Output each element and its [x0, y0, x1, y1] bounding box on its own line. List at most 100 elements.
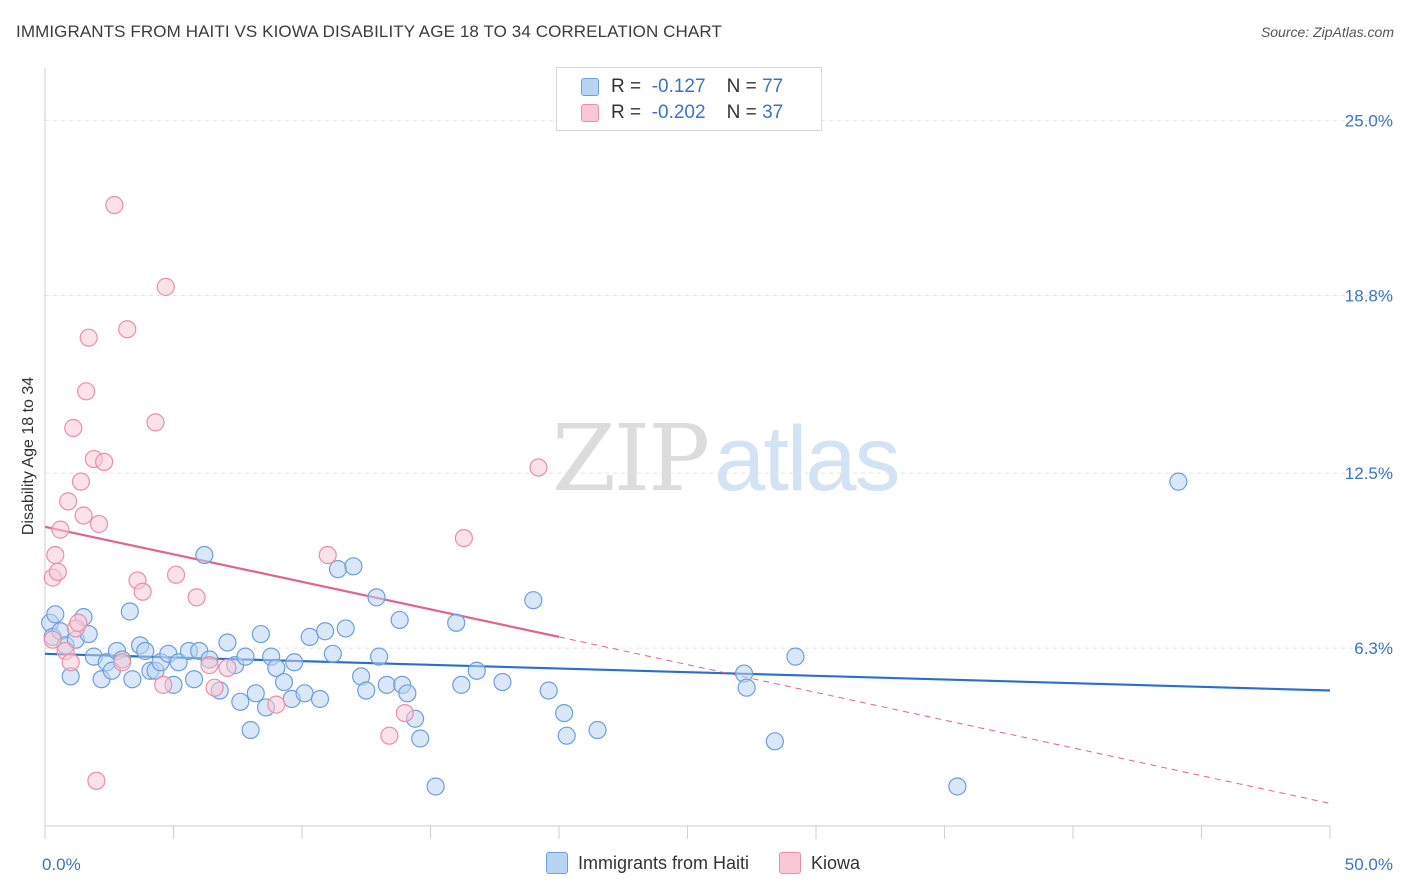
kiowa-point: [74, 506, 93, 525]
haiti-point: [300, 627, 319, 646]
kiowa-point: [166, 565, 186, 584]
haiti-point: [377, 675, 396, 694]
kiowa-point: [61, 653, 80, 672]
haiti-point: [467, 661, 486, 680]
haiti-point: [398, 684, 417, 703]
haiti-point: [452, 675, 471, 694]
kiowa-point: [146, 413, 165, 432]
watermark: ZIPatlas: [552, 405, 901, 512]
haiti-point: [426, 777, 445, 796]
haiti-point: [336, 619, 355, 638]
haiti-point: [316, 622, 335, 641]
haiti-point: [555, 703, 574, 723]
haiti-point: [367, 588, 386, 607]
kiowa-point: [48, 562, 67, 582]
haiti-point: [274, 672, 294, 692]
source-credit: Source: ZipAtlas.com: [1260, 24, 1394, 40]
series-swatch-haiti: [546, 852, 568, 874]
trend-layer: [44, 525, 1331, 804]
kiowa-point: [454, 528, 474, 548]
kiowa-point: [118, 320, 137, 339]
haiti-point: [120, 602, 139, 621]
kiowa-point: [87, 771, 106, 790]
haiti-point: [370, 647, 389, 666]
kiowa-point: [89, 514, 109, 534]
haiti-point: [588, 720, 607, 740]
haiti-point: [231, 692, 250, 711]
kiowa-trendline: [44, 525, 560, 638]
kiowa-point: [154, 675, 173, 694]
kiowa-point: [105, 195, 124, 215]
legend-swatch-haiti: [581, 78, 599, 96]
legend-n-label: N =: [726, 76, 757, 97]
haiti-point: [557, 726, 576, 745]
haiti-point: [344, 557, 363, 576]
kiowa-point: [133, 582, 152, 601]
legend-n-label: N =: [726, 102, 757, 123]
haiti-point: [251, 624, 270, 644]
haiti-point: [267, 658, 286, 678]
kiowa-point: [205, 678, 224, 697]
kiowa-point: [529, 458, 548, 477]
y-axis-label: Disability Age 18 to 34: [20, 377, 37, 535]
kiowa-point: [64, 418, 83, 438]
kiowa-point: [156, 277, 175, 296]
kiowa-point: [318, 545, 337, 565]
x-tick-label: 0.0%: [42, 855, 81, 874]
haiti-point: [295, 684, 314, 703]
watermark-atlas: atlas: [714, 408, 900, 510]
haiti-point: [948, 777, 967, 796]
haiti-point: [218, 633, 237, 652]
haiti-point: [195, 545, 214, 565]
legend-r-value: -0.127: [651, 76, 706, 97]
haiti-point: [447, 613, 466, 632]
kiowa-point: [395, 703, 414, 723]
series-legend-haiti[interactable]: Immigrants from Haiti: [546, 852, 749, 874]
series-legend-kiowa[interactable]: Kiowa: [779, 852, 860, 874]
legend-row-kiowa: R = -0.202 N = 37: [581, 101, 783, 125]
haiti-point: [46, 605, 65, 624]
legend-n-value: 77: [762, 76, 784, 97]
points-layer: [41, 195, 1188, 796]
label-layer: 6.3% 12.5% 18.8% 25.0% 0.0% 50.0% Disability A…: [20, 111, 1393, 874]
haiti-point: [236, 647, 255, 666]
series-name-kiowa: Kiowa: [811, 852, 861, 873]
haiti-point: [539, 681, 558, 700]
legend-n-value: 37: [762, 102, 784, 123]
correlation-legend: R = -0.127 N = 77 R = -0.202 N = 37: [556, 67, 822, 131]
kiowa-point: [43, 630, 62, 649]
kiowa-point: [69, 613, 88, 632]
kiowa-point: [267, 695, 286, 714]
haiti-trendline: [44, 652, 1331, 692]
series-legend: Immigrants from Haiti Kiowa: [546, 852, 890, 874]
haiti-point: [765, 732, 784, 751]
kiowa-point: [77, 382, 96, 401]
haiti-point: [1169, 472, 1188, 491]
haiti-point: [524, 591, 543, 610]
legend-row-haiti: R = -0.127 N = 77: [581, 75, 783, 99]
kiowa-point: [95, 452, 114, 471]
haiti-point: [246, 684, 265, 703]
haiti-point: [169, 653, 188, 672]
y-tick-label: 25.0%: [1345, 111, 1393, 130]
kiowa-point: [112, 653, 132, 672]
kiowa-point: [380, 726, 399, 745]
kiowa-point: [59, 492, 78, 511]
y-tick-label: 6.3%: [1354, 639, 1393, 658]
watermark-zip: ZIP: [552, 405, 710, 512]
legend-r-label: R =: [611, 76, 642, 97]
haiti-point: [184, 670, 204, 689]
haiti-point: [411, 729, 430, 748]
kiowa-point: [71, 472, 91, 491]
kiowa-trendline-extension: [558, 636, 1331, 804]
kiowa-point: [51, 520, 70, 539]
kiowa-point: [46, 545, 65, 565]
haiti-point: [786, 647, 805, 666]
kiowa-point: [79, 328, 98, 347]
haiti-point: [136, 641, 155, 661]
haiti-point: [493, 672, 512, 692]
series-name-haiti: Immigrants from Haiti: [578, 852, 750, 873]
y-tick-label: 12.5%: [1345, 464, 1393, 483]
haiti-point: [241, 720, 260, 740]
